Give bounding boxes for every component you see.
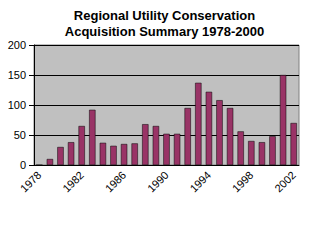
svg-text:150: 150 <box>8 69 26 81</box>
svg-text:50: 50 <box>14 129 26 141</box>
svg-text:1998: 1998 <box>230 169 256 195</box>
svg-text:0: 0 <box>20 159 26 171</box>
svg-text:200: 200 <box>8 39 26 51</box>
svg-text:1978: 1978 <box>18 169 44 195</box>
svg-text:Acquisition Summary 1978-2000: Acquisition Summary 1978-2000 <box>65 24 264 39</box>
svg-text:1986: 1986 <box>103 169 129 195</box>
svg-text:Regional Utility Conservation: Regional Utility Conservation <box>74 8 255 23</box>
svg-text:1994: 1994 <box>187 169 213 195</box>
svg-text:1990: 1990 <box>145 169 171 195</box>
svg-text:2002: 2002 <box>272 169 298 195</box>
svg-text:100: 100 <box>8 99 26 111</box>
svg-text:1982: 1982 <box>60 169 86 195</box>
